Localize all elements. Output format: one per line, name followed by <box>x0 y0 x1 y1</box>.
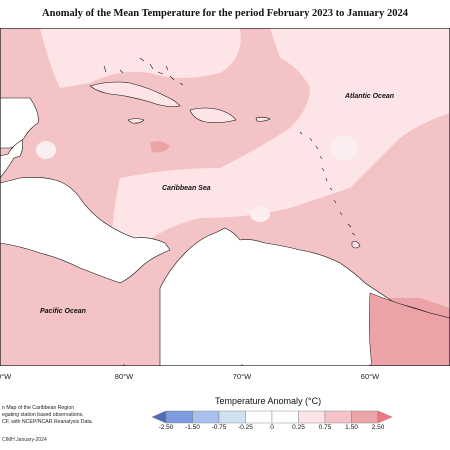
lon-label-80w: 80°W <box>114 372 134 381</box>
land-trinidad <box>351 241 361 249</box>
anomaly-map: Atlantic Ocean Caribbean Sea Pacific Oce… <box>0 28 450 366</box>
legend-swatch <box>324 410 352 424</box>
land-anomaly-southam <box>369 292 450 366</box>
land-central-america <box>0 139 23 179</box>
legend-tick-label: 0.75 <box>318 424 332 431</box>
land-puerto-rico <box>255 116 271 122</box>
lon-label-70w: 70°W <box>232 372 252 381</box>
legend-swatch <box>245 410 273 424</box>
land-jamaica <box>127 118 145 124</box>
label-atlantic-ocean: Atlantic Ocean <box>344 93 394 100</box>
legend-tick-label: 2.50 <box>371 424 385 431</box>
label-pacific-ocean: Pacific Ocean <box>40 308 86 315</box>
label-caribbean-sea: Caribbean Sea <box>162 185 211 192</box>
lon-label-60w: 60°W <box>360 372 380 381</box>
land-hispaniola <box>189 107 237 123</box>
credit-text: CIMH January-2024 <box>2 437 47 443</box>
legend-arrow-low <box>152 410 167 424</box>
anomaly-high-region <box>150 141 170 153</box>
legend-swatch <box>271 410 299 424</box>
land-bahamas <box>103 57 184 86</box>
legend-tick-label: -0.25 <box>238 424 253 431</box>
anomaly-light-region <box>310 88 400 138</box>
legend-tick-label: -1.50 <box>185 424 200 431</box>
note-line-3: CF, with NCEP/NCAR Reanalysis Data. <box>2 419 94 425</box>
legend-swatch <box>192 410 220 424</box>
legend-tick-label: 0 <box>270 424 274 431</box>
lon-label-90w: 90°W <box>0 372 12 381</box>
legend-tick-label: 0.25 <box>292 424 305 431</box>
legend-swatch <box>298 410 326 424</box>
legend-swatch <box>165 410 193 424</box>
note-line-2: egating station based observations, <box>2 412 84 418</box>
note-line-1: n Map of the Caribbean Region <box>2 405 75 411</box>
legend-swatch <box>218 410 246 424</box>
legend-colorbar <box>152 410 392 424</box>
map-title: Anomaly of the Mean Temperature for the … <box>42 8 408 19</box>
anomaly-light-spot <box>250 206 270 222</box>
legend-tick-label: -2.50 <box>158 424 174 431</box>
anomaly-light-spot <box>35 140 56 160</box>
land-cuba <box>89 81 181 107</box>
legend-arrow-high <box>377 410 392 424</box>
legend-tick-label: -0.75 <box>211 424 227 431</box>
legend-title: Temperature Anomaly (°C) <box>215 396 322 406</box>
anomaly-light-spot <box>330 136 358 160</box>
land-lesser-antilles <box>299 131 356 236</box>
legend-swatch <box>351 410 379 424</box>
anomaly-light-region <box>110 28 450 248</box>
land-central-america-isthmus <box>0 177 171 284</box>
legend-tick-label: 1.50 <box>345 424 358 431</box>
